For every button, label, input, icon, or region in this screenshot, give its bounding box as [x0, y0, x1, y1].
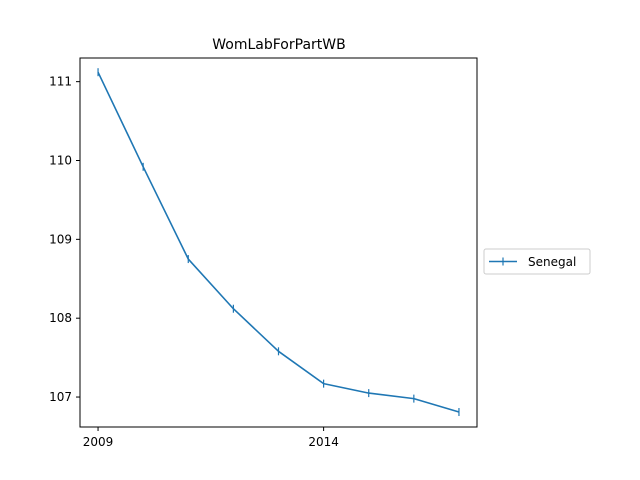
- y-tick-label: 108: [49, 311, 72, 325]
- plot-area-frame: [79, 57, 478, 428]
- y-tick-label: 110: [49, 154, 72, 168]
- legend-box: [483, 248, 591, 275]
- y-tick-label: 109: [49, 232, 72, 246]
- x-tick-label: 2009: [83, 435, 114, 449]
- legend[interactable]: Senegal: [483, 248, 591, 275]
- series-layer: [97, 68, 460, 417]
- legend-label-senegal: Senegal: [528, 255, 576, 269]
- x-axis: 2009 2014: [83, 427, 339, 449]
- y-tick-label: 107: [49, 390, 72, 404]
- y-tick-label: 111: [49, 75, 72, 89]
- series-line-senegal: [97, 71, 460, 413]
- chart-title: WomLabForPartWB: [212, 37, 345, 53]
- x-tick-label: 2014: [308, 435, 339, 449]
- y-axis: 107 108 109 110 111: [49, 75, 80, 404]
